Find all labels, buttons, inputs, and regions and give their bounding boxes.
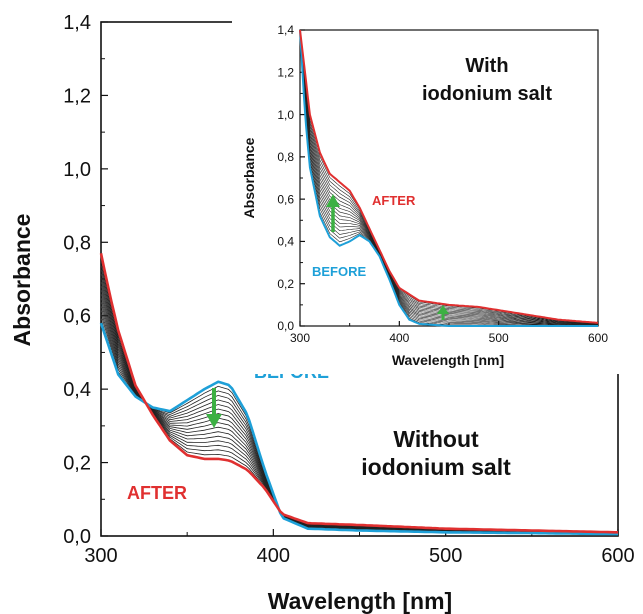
inset-curves	[299, 29, 599, 327]
main-x-axis-title: Wavelength [nm]	[268, 588, 452, 614]
inset-y-tick-label: 1,4	[277, 23, 294, 37]
inset-intermediate-spectrum	[299, 29, 599, 325]
main-y-tick-label: 0,2	[63, 453, 91, 475]
inset-y-tick-label: 0,4	[277, 235, 294, 249]
main-x-tick-label: 500	[429, 545, 462, 567]
main-y-tick-label: 0,6	[63, 306, 91, 328]
main-y-tick-label: 1,4	[63, 12, 91, 34]
inset-intermediate-spectrum	[299, 29, 599, 326]
main-x-tick-label: 300	[84, 545, 117, 567]
inset-intermediate-spectrum	[299, 29, 599, 326]
inset-small-increase-arrow	[437, 305, 449, 320]
inset-x-tick-label: 300	[290, 331, 310, 345]
main-condition-line2: iodonium salt	[361, 454, 511, 480]
inset-y-tick-label: 0,6	[277, 192, 294, 206]
main-y-tick-label: 1,2	[63, 85, 91, 107]
main-y-tick-label: 0,4	[63, 379, 91, 401]
inset-y-tick-label: 0,8	[277, 150, 294, 164]
inset-before-label: BEFORE	[312, 264, 367, 279]
main-after-spectrum	[99, 253, 618, 534]
inset-intermediate-spectrum	[299, 29, 599, 324]
inset-intermediate-spectrum	[299, 29, 599, 325]
inset-chart: 0,0 0,2 0,4 0,6 0,8 1,0 1,2 1,4 300 400 500 600 Wav…	[232, 14, 640, 374]
inset-intermediate-spectrum	[299, 29, 599, 326]
inset-y-tick-label: 0,2	[277, 277, 294, 291]
inset-intermediate-spectrum	[299, 29, 599, 325]
inset-condition-line1: With	[465, 55, 508, 77]
inset-intermediate-spectrum	[299, 29, 599, 324]
main-x-tick-label: 400	[257, 545, 290, 567]
main-curves	[99, 253, 619, 536]
inset-x-tick-label: 400	[389, 331, 409, 345]
inset-intermediate-spectrum	[299, 29, 599, 325]
inset-before-spectrum	[299, 29, 598, 327]
inset-y-tick-label: 1,2	[277, 65, 294, 79]
inset-intermediate-spectrum	[299, 29, 599, 325]
main-condition-line1: Without	[393, 426, 479, 452]
inset-intermediate-spectrum	[299, 29, 599, 325]
inset-intermediate-spectrum	[299, 29, 598, 326]
inset-after-spectrum	[299, 29, 599, 324]
main-y-tick-label: 0,8	[63, 232, 91, 254]
inset-y-tick-label: 1,0	[277, 108, 294, 122]
inset-x-tick-label: 600	[588, 331, 608, 345]
inset-condition-line2: iodonium salt	[422, 83, 552, 105]
main-y-tick-label: 1,0	[63, 159, 91, 181]
inset-x-tick-label: 500	[489, 331, 509, 345]
inset-x-axis-title: Wavelength [nm]	[392, 352, 504, 368]
main-decrease-arrow	[206, 388, 222, 428]
inset-y-axis-title: Absorbance	[241, 137, 257, 218]
main-y-axis-title: Absorbance	[9, 214, 35, 347]
main-before-spectrum	[99, 322, 619, 536]
inset-increase-arrow	[326, 194, 340, 232]
main-tick-labels: 0,0 0,2 0,4 0,6 0,8 1,0 1,2 1,4 300 400 500 600	[63, 12, 635, 567]
main-chart: 0,0 0,2 0,4 0,6 0,8 1,0 1,2 1,4 300 400 500 600 Wav…	[9, 12, 635, 614]
inset-after-label: AFTER	[372, 193, 416, 208]
main-y-tick-label: 0,0	[63, 526, 91, 548]
inset-tick-labels: 0,0 0,2 0,4 0,6 0,8 1,0 1,2 1,4 300 400 500 600	[277, 23, 608, 345]
inset-y-tick-label: 0,0	[277, 319, 294, 333]
main-after-label: AFTER	[127, 483, 187, 503]
main-x-tick-label: 600	[601, 545, 634, 567]
